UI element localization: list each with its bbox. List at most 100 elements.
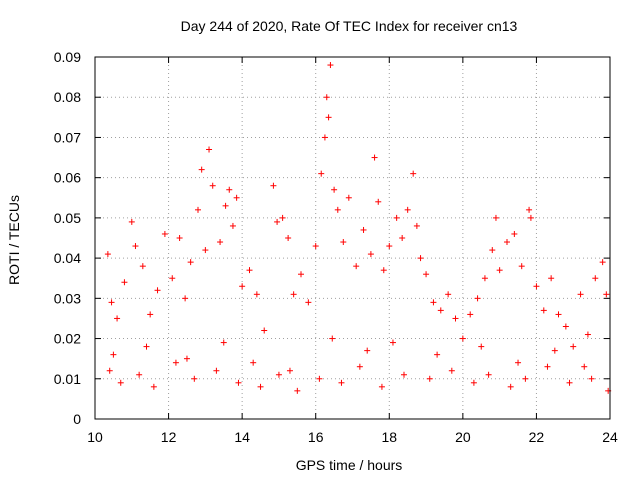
data-point [423,271,430,278]
data-point [588,375,595,382]
x-tick-label: 16 [308,429,324,445]
data-point [305,299,312,306]
data-point [183,355,190,362]
data-point [316,375,323,382]
data-point [298,271,304,278]
data-point [202,247,209,254]
data-point [270,182,277,189]
data-point [229,222,236,229]
y-tick-label: 0.01 [54,371,81,387]
data-point [143,343,150,350]
data-point [551,347,558,354]
data-point [176,235,183,241]
data-point [492,214,499,221]
data-point [445,291,452,298]
data-point [279,214,286,221]
data-point [290,291,297,298]
y-tick-label: 0.09 [54,49,81,65]
data-point [327,62,334,69]
data-point [367,251,374,258]
data-point [389,339,396,346]
data-point [331,186,338,193]
data-point [566,379,573,386]
data-point [562,323,569,330]
data-point [474,295,481,302]
data-point [198,166,205,173]
data-point [128,218,135,225]
data-point [603,291,610,298]
data-point [329,335,336,342]
data-point [285,235,292,241]
data-point [250,359,257,366]
x-axis-label: GPS time / hours [296,457,403,473]
data-point [478,343,485,350]
data-point [375,198,382,205]
data-point [213,367,220,374]
data-point [533,283,540,290]
data-point [548,275,555,282]
data-point [235,379,242,386]
data-point [253,291,260,298]
data-point [437,307,444,314]
data-point [570,343,577,350]
data-point [353,263,360,270]
data-point [323,94,330,101]
data-point [360,226,367,233]
data-point [584,331,591,338]
data-point [217,239,224,246]
data-point [386,243,393,250]
data-point [345,194,352,201]
data-point [108,299,115,306]
data-point [340,239,347,246]
data-point [577,291,584,298]
data-point [518,263,525,270]
data-point [507,383,514,390]
data-point [410,170,417,177]
grid-lines [95,57,610,419]
data-point [413,222,420,229]
data-point [467,311,474,318]
data-point [378,383,385,390]
data-point [195,206,201,213]
data-point [334,206,341,213]
data-point [581,363,588,370]
data-point [114,315,121,322]
data-point [401,371,407,378]
data-point [481,275,488,282]
data-point [459,335,466,342]
chart-title: Day 244 of 2020, Rate Of TEC Index for r… [181,18,518,34]
data-point [222,202,229,209]
axis-ticks: 10 12 14 16 18 20 22 24 0 0.01 0.02 0.03 0.04 0.05 0.0… [54,49,618,445]
y-tick-label: 0.06 [54,170,81,186]
data-point [325,114,332,121]
data-point [239,283,246,290]
data-point [515,359,522,366]
data-point [132,243,139,250]
data-point [191,375,198,382]
data-point [318,170,325,177]
data-point [426,375,433,382]
x-tick-label: 18 [381,429,397,445]
data-point [187,259,194,266]
data-point [286,367,293,374]
y-tick-label: 0.04 [54,250,81,266]
x-tick-label: 22 [529,429,545,445]
data-point [257,383,264,390]
data-point [209,182,216,189]
data-point [154,287,161,294]
data-point [540,307,547,314]
data-point [274,218,281,225]
data-point [169,275,176,282]
data-point [504,239,510,246]
x-tick-label: 10 [87,429,103,445]
data-point [106,367,113,374]
data-point [321,134,328,141]
data-point [121,279,128,286]
data-point [404,206,411,213]
y-tick-label: 0.05 [54,210,81,226]
data-point [117,379,124,386]
data-point [150,383,157,390]
data-point [393,214,400,221]
data-point [526,206,533,213]
